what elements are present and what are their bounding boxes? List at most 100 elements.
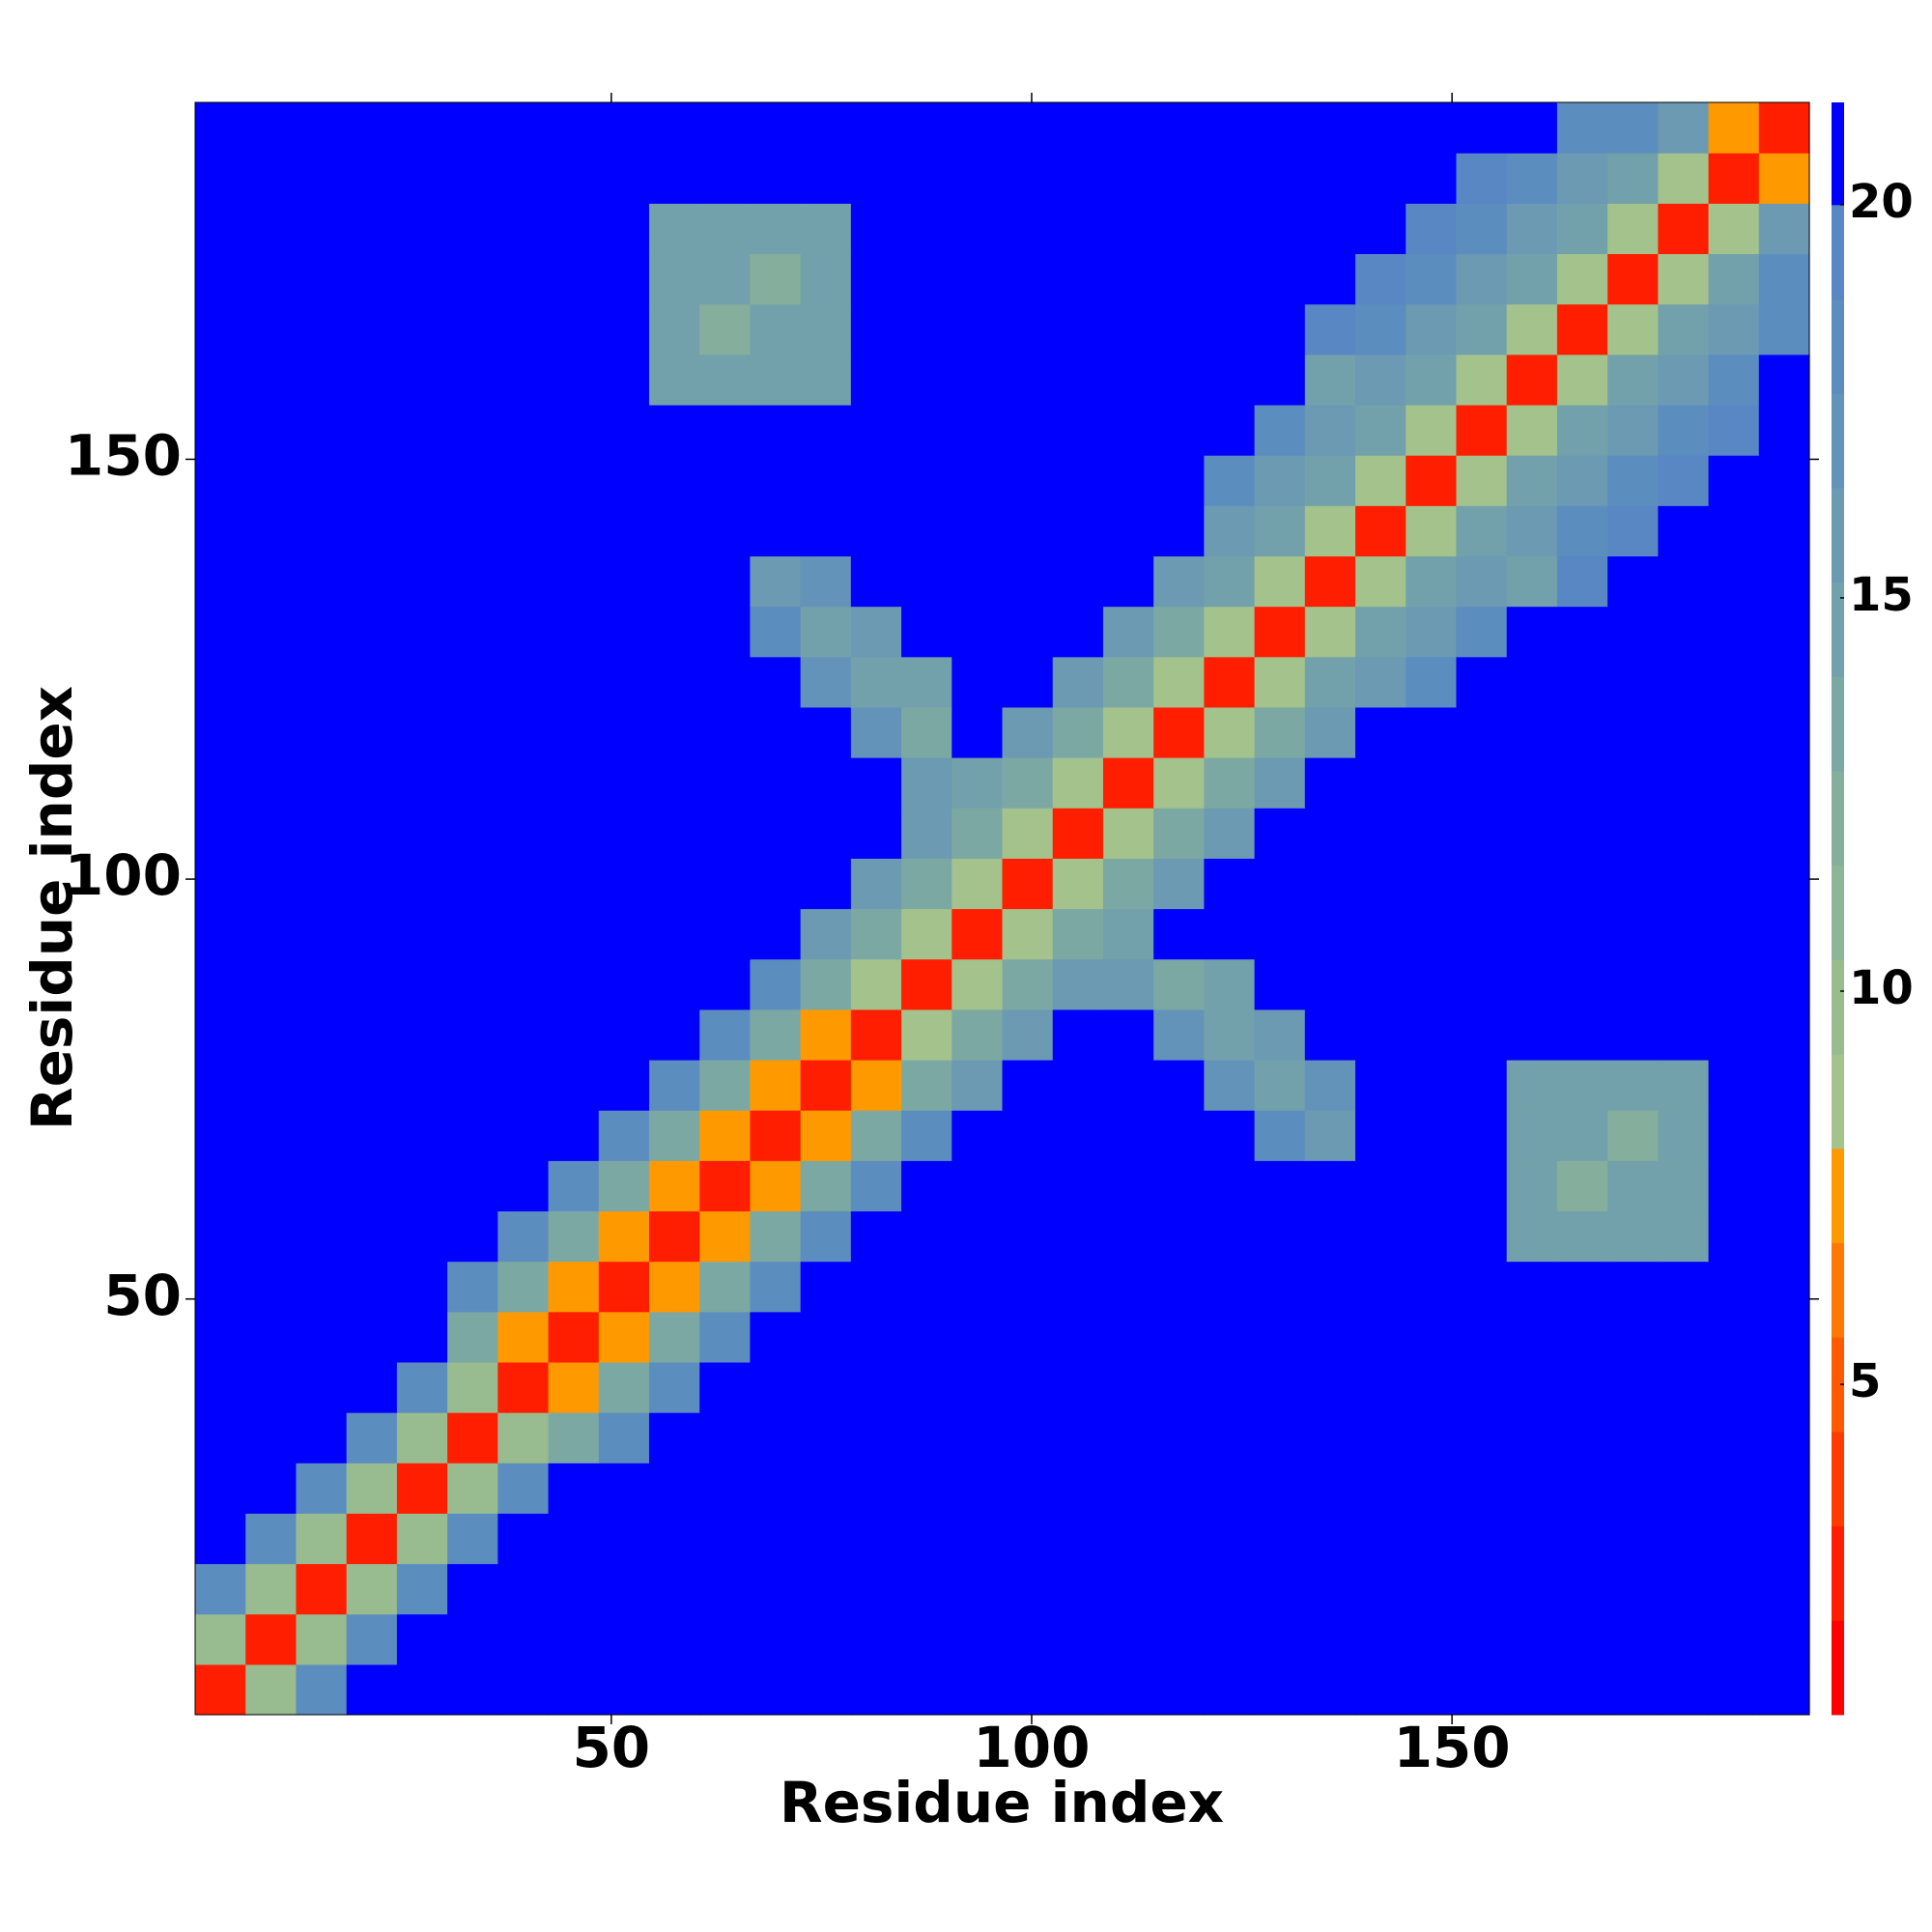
cell <box>1153 102 1205 154</box>
cell <box>952 1361 1004 1413</box>
cell <box>396 656 448 708</box>
cell <box>195 1311 246 1363</box>
cell <box>195 1261 246 1313</box>
cell <box>1607 1160 1659 1212</box>
cell <box>195 858 246 910</box>
cell <box>1607 908 1659 960</box>
cell <box>195 908 246 960</box>
cell <box>1153 1160 1205 1212</box>
cell <box>750 656 802 708</box>
cell <box>1658 1059 1710 1111</box>
cell <box>245 1059 298 1111</box>
cell <box>1708 606 1760 658</box>
cell <box>1506 706 1558 758</box>
x-tick-label: 100 <box>973 1715 1090 1780</box>
cell <box>750 1463 802 1514</box>
cell <box>800 757 852 809</box>
cell <box>1254 1261 1306 1313</box>
cell <box>1708 1261 1760 1313</box>
cell <box>296 1110 348 1161</box>
cell <box>1556 455 1608 506</box>
cell <box>1304 1613 1356 1665</box>
cell <box>1658 1361 1710 1413</box>
cell <box>1254 404 1306 456</box>
cell <box>1254 1009 1306 1061</box>
cell <box>901 706 952 758</box>
cell <box>1304 606 1356 658</box>
cell <box>1456 1261 1508 1313</box>
cell <box>1708 1009 1760 1061</box>
cell <box>901 1009 952 1061</box>
cell <box>1406 1160 1458 1212</box>
cell <box>1758 757 1810 809</box>
cell <box>1758 1663 1810 1716</box>
cell <box>750 1663 802 1716</box>
cell <box>1153 1613 1205 1665</box>
cell <box>447 303 498 355</box>
cell <box>396 555 448 608</box>
cell <box>1758 153 1810 204</box>
cell <box>1607 757 1659 809</box>
cell <box>245 606 298 658</box>
cell <box>245 354 298 406</box>
cell <box>1254 1160 1306 1212</box>
cell <box>1556 404 1608 456</box>
cell <box>1556 555 1608 608</box>
cell <box>296 505 348 557</box>
cell <box>1456 303 1508 355</box>
cell <box>195 1513 246 1565</box>
cell <box>648 555 700 608</box>
cell <box>850 606 902 658</box>
cell <box>1204 1311 1256 1363</box>
cell <box>497 1009 550 1061</box>
cell <box>1556 303 1608 355</box>
cell <box>1254 505 1306 557</box>
cell <box>901 102 952 154</box>
cell <box>396 1563 448 1615</box>
cell <box>346 1663 398 1716</box>
cell <box>1002 102 1054 154</box>
cell <box>1506 1110 1558 1161</box>
cell <box>1708 1613 1760 1665</box>
cell <box>1758 203 1810 255</box>
cell <box>750 1110 802 1161</box>
cell <box>952 1261 1004 1313</box>
cell <box>699 253 752 305</box>
cell <box>1204 505 1256 557</box>
cell <box>497 1463 550 1514</box>
cell <box>245 555 298 608</box>
cell <box>447 505 498 557</box>
cell <box>346 1613 398 1665</box>
cell <box>1708 455 1760 506</box>
cell <box>1406 1563 1458 1615</box>
cell <box>1758 1563 1810 1615</box>
cell <box>1556 253 1608 305</box>
cell <box>1102 1613 1154 1665</box>
cell <box>447 606 498 658</box>
cell <box>598 253 650 305</box>
cell <box>1304 354 1356 406</box>
cell <box>1002 1059 1054 1111</box>
cell <box>1607 102 1659 154</box>
cell <box>1102 1210 1154 1263</box>
cell <box>598 1663 650 1716</box>
cell <box>800 1663 852 1716</box>
cell <box>1506 303 1558 355</box>
cell <box>1304 1412 1356 1463</box>
cell <box>1708 1160 1760 1212</box>
cell <box>346 908 398 960</box>
cell <box>396 153 448 204</box>
cell <box>346 606 398 658</box>
cell <box>245 1563 298 1615</box>
cell <box>548 1311 600 1363</box>
cell <box>1607 354 1659 406</box>
cell <box>952 606 1004 658</box>
cell <box>750 808 802 859</box>
cell <box>699 505 752 557</box>
cell <box>1355 1463 1406 1514</box>
cell <box>1304 1059 1356 1111</box>
cell <box>1002 706 1054 758</box>
cell <box>396 1110 448 1161</box>
cell <box>1254 1513 1306 1565</box>
cell <box>1002 656 1054 708</box>
